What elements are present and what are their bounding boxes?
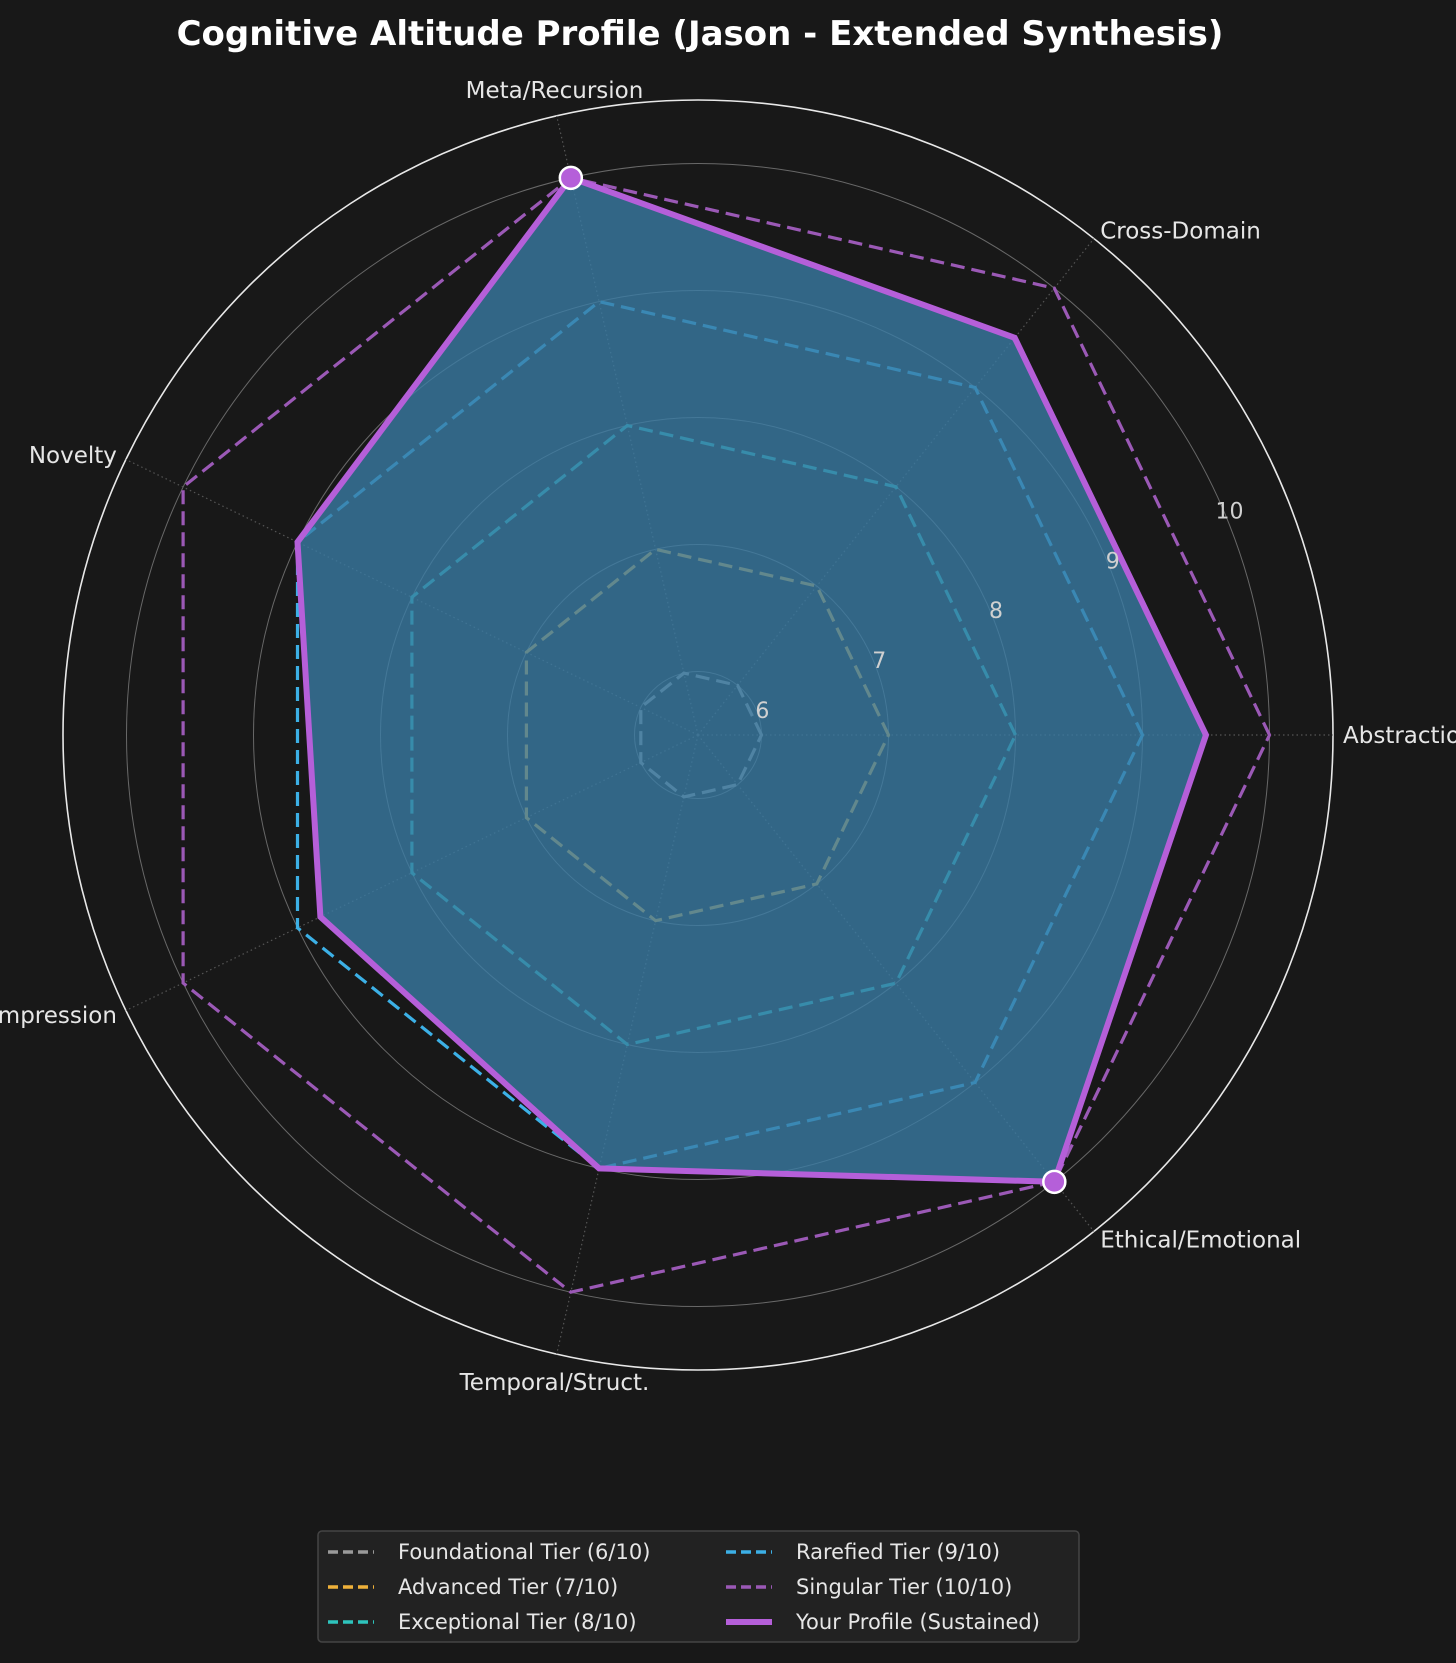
series-your-profile-sustained-area bbox=[297, 177, 1206, 1182]
legend-items: Foundational Tier (6/10) Advanced Tier (7… bbox=[328, 1540, 1040, 1634]
r-tick-label-9: 9 bbox=[1106, 549, 1120, 574]
axis-label-novelty: Novelty bbox=[29, 443, 117, 469]
r-tick-label-10: 10 bbox=[1216, 499, 1244, 524]
legend-item-rarefied-tier-9-10-label: Rarefied Tier (9/10) bbox=[796, 1540, 1000, 1564]
axis-label-ethical-emotional: Ethical/Emotional bbox=[1100, 1227, 1301, 1253]
label-layer: Abstraction Cross-Domain Meta/Recursion Nov… bbox=[0, 78, 1456, 1396]
axis-label-compression: Compression bbox=[0, 1003, 117, 1029]
axis-label-temporal-struct: Temporal/Struct. bbox=[459, 1370, 650, 1396]
r-tick-label-6: 6 bbox=[755, 699, 769, 724]
series-singular-tier-10-10-line bbox=[181, 176, 1272, 1294]
marker-layer bbox=[558, 165, 1067, 1195]
legend-item-your-profile-sustained-label: Your Profile (Sustained) bbox=[795, 1610, 1040, 1634]
axis-label-meta-recursion: Meta/Recursion bbox=[466, 78, 644, 104]
legend: Foundational Tier (6/10) Advanced Tier (7… bbox=[317, 1530, 1080, 1643]
legend-item-advanced-tier-7-10-label: Advanced Tier (7/10) bbox=[398, 1575, 618, 1599]
series-your-profile-sustained-line bbox=[294, 174, 1210, 1185]
chart-title: Cognitive Altitude Profile (Jason - Exte… bbox=[177, 14, 1224, 54]
axis-label-abstraction: Abstraction bbox=[1343, 723, 1456, 749]
legend-item-singular-tier-10-10-label: Singular Tier (10/10) bbox=[796, 1575, 1012, 1599]
series-layer bbox=[181, 174, 1272, 1294]
axis-label-cross-domain: Cross-Domain bbox=[1100, 219, 1261, 245]
r-tick-label-7: 7 bbox=[872, 649, 886, 674]
legend-item-exceptional-tier-8-10-label: Exceptional Tier (8/10) bbox=[398, 1610, 637, 1634]
legend-item-foundational-tier-6-10-label: Foundational Tier (6/10) bbox=[398, 1540, 650, 1564]
highlight-point-ethical-emotional bbox=[1042, 1169, 1067, 1195]
highlight-point-meta-recursion bbox=[558, 165, 584, 191]
legend-frame bbox=[317, 1530, 1080, 1643]
r-tick-label-8: 8 bbox=[989, 599, 1003, 624]
